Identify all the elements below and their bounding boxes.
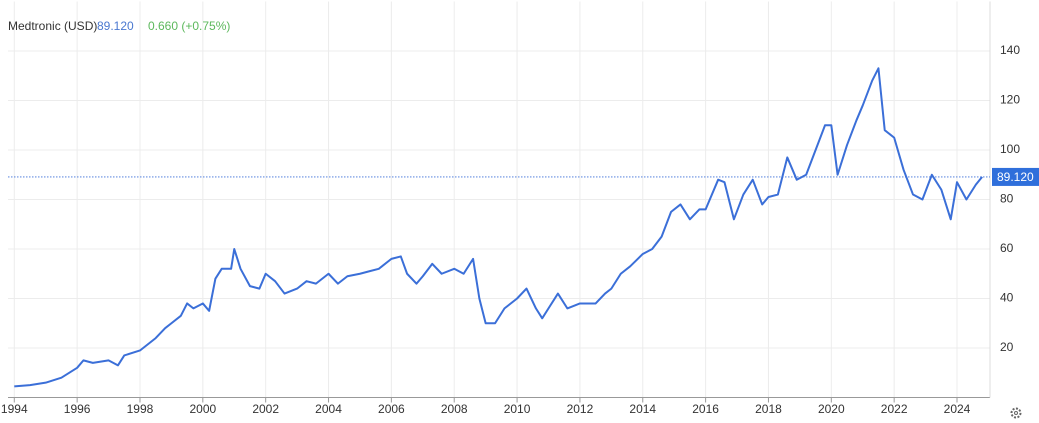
price-line: [14, 67, 983, 388]
x-tick-label: 2010: [504, 402, 531, 416]
x-tick-label: 2024: [944, 402, 971, 416]
gear-hub[interactable]: [1014, 411, 1018, 415]
x-tick-label: 2002: [252, 402, 279, 416]
last-price-box: [992, 167, 1039, 186]
x-tick-label: 2014: [629, 402, 656, 416]
x-tick-label: 2006: [378, 402, 405, 416]
x-tick-label: 2000: [189, 402, 216, 416]
settings-icon[interactable]: [1010, 407, 1022, 419]
y-tick-label: 140: [1000, 43, 1020, 57]
y-tick-label: 80: [1000, 192, 1014, 206]
x-tick-label: 2008: [441, 402, 468, 416]
gear[interactable]: [1010, 407, 1022, 419]
x-tick-label: 2012: [567, 402, 594, 416]
price: 89.120: [97, 19, 134, 33]
x-tick-label: 1998: [127, 402, 154, 416]
chart-title: Medtronic (USD): [8, 19, 97, 33]
y-tick-label: 100: [1000, 142, 1020, 156]
y-tick-label: 40: [1000, 291, 1014, 305]
y-tick-label: 20: [1000, 340, 1014, 354]
y-tick-label: 60: [1000, 241, 1014, 255]
x-tick-label: 2020: [818, 402, 845, 416]
change: 0.660 (+0.75%): [148, 19, 230, 33]
x-tick-label: 2018: [755, 402, 782, 416]
x-tick-label: 2022: [881, 402, 908, 416]
x-tick-label: 1996: [64, 402, 91, 416]
x-tick-label: 2004: [315, 402, 342, 416]
grid: [8, 1, 990, 398]
x-tick-label: 2016: [692, 402, 719, 416]
last-price-label: 89.120: [997, 170, 1034, 184]
x-tick-label: 1994: [1, 402, 28, 416]
y-tick-label: 120: [1000, 93, 1020, 107]
